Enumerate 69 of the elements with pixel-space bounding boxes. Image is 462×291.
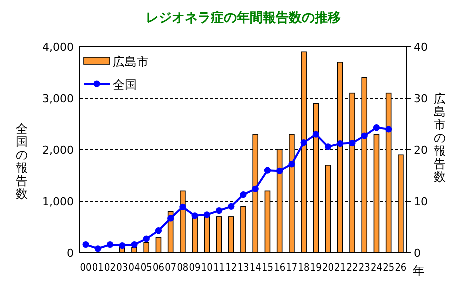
y-tick-label: 4,000	[42, 41, 74, 54]
x-tick-label: 15	[262, 262, 276, 274]
point	[180, 204, 186, 210]
y-tick-label: 2,000	[42, 144, 74, 157]
y2-tick-label: 0	[414, 247, 421, 260]
vertical-label: 全国の報告数	[16, 122, 28, 201]
point	[131, 241, 138, 248]
x-tick-label: 02	[104, 262, 118, 274]
x-tick-label: 22	[346, 262, 360, 274]
point	[324, 144, 332, 150]
legend-label: 全国	[113, 78, 137, 92]
point	[94, 246, 102, 252]
vertical-label: 広島市の報告数	[434, 92, 446, 184]
x-tick-label: 12	[226, 262, 240, 274]
point	[82, 241, 90, 248]
x-tick-label: 21	[334, 262, 348, 274]
point	[349, 140, 356, 147]
point	[168, 215, 174, 222]
point	[288, 161, 296, 168]
x-tick-label: 01	[92, 262, 106, 274]
chart-title: レジオネラ症の年間報告数の推移	[146, 10, 341, 26]
x-tick-label: 18	[298, 262, 312, 274]
point	[337, 140, 344, 148]
x-axis-title: 年	[413, 264, 425, 278]
point	[240, 192, 247, 198]
point	[361, 132, 368, 140]
x-tick-label: 10	[201, 262, 215, 274]
point	[155, 228, 162, 234]
point	[216, 207, 223, 214]
x-tick-label: 17	[286, 262, 300, 274]
point	[192, 212, 198, 220]
x-tick-label: 25	[383, 262, 396, 274]
x-tick-label: 05	[140, 262, 154, 274]
x-tick-label: 07	[165, 262, 178, 274]
x-tick-label: 19	[310, 262, 324, 274]
x-tick-label: 03	[116, 262, 130, 274]
x-tick-label: 14	[250, 262, 264, 274]
point	[386, 126, 392, 133]
x-tick-label: 09	[189, 262, 203, 274]
x-tick-label: 24	[370, 262, 384, 274]
point	[204, 212, 210, 218]
y-tick-label: 1,000	[42, 196, 74, 208]
x-tick-label: 16	[274, 262, 288, 274]
x-tick-label: 06	[152, 262, 166, 274]
point	[312, 131, 320, 138]
x-tick-label: 26	[395, 262, 409, 274]
point	[228, 203, 235, 210]
y-tick-label: 3,000	[42, 92, 74, 106]
y2-tick-label: 10	[414, 196, 428, 208]
point	[252, 186, 259, 192]
x-tick-label: 08	[177, 262, 191, 274]
x-tick-label: 20	[322, 262, 336, 274]
point	[264, 167, 272, 174]
x-tick-label: 04	[128, 262, 142, 274]
point	[276, 168, 284, 174]
legend-label: 広島市	[113, 55, 149, 69]
point	[119, 242, 126, 250]
x-tick-label: 13	[238, 262, 252, 274]
y-tick-label: 0	[67, 247, 74, 260]
y2-tick-label: 30	[414, 92, 428, 106]
y2-tick-label: 40	[414, 41, 428, 54]
x-tick-label: 23	[358, 262, 372, 274]
point	[143, 236, 150, 242]
point	[106, 241, 114, 248]
point	[373, 124, 380, 132]
y2-tick-label: 20	[414, 144, 428, 157]
x-tick-label: 11	[214, 262, 227, 274]
point	[300, 139, 308, 146]
x-tick-label: 00	[80, 262, 94, 274]
